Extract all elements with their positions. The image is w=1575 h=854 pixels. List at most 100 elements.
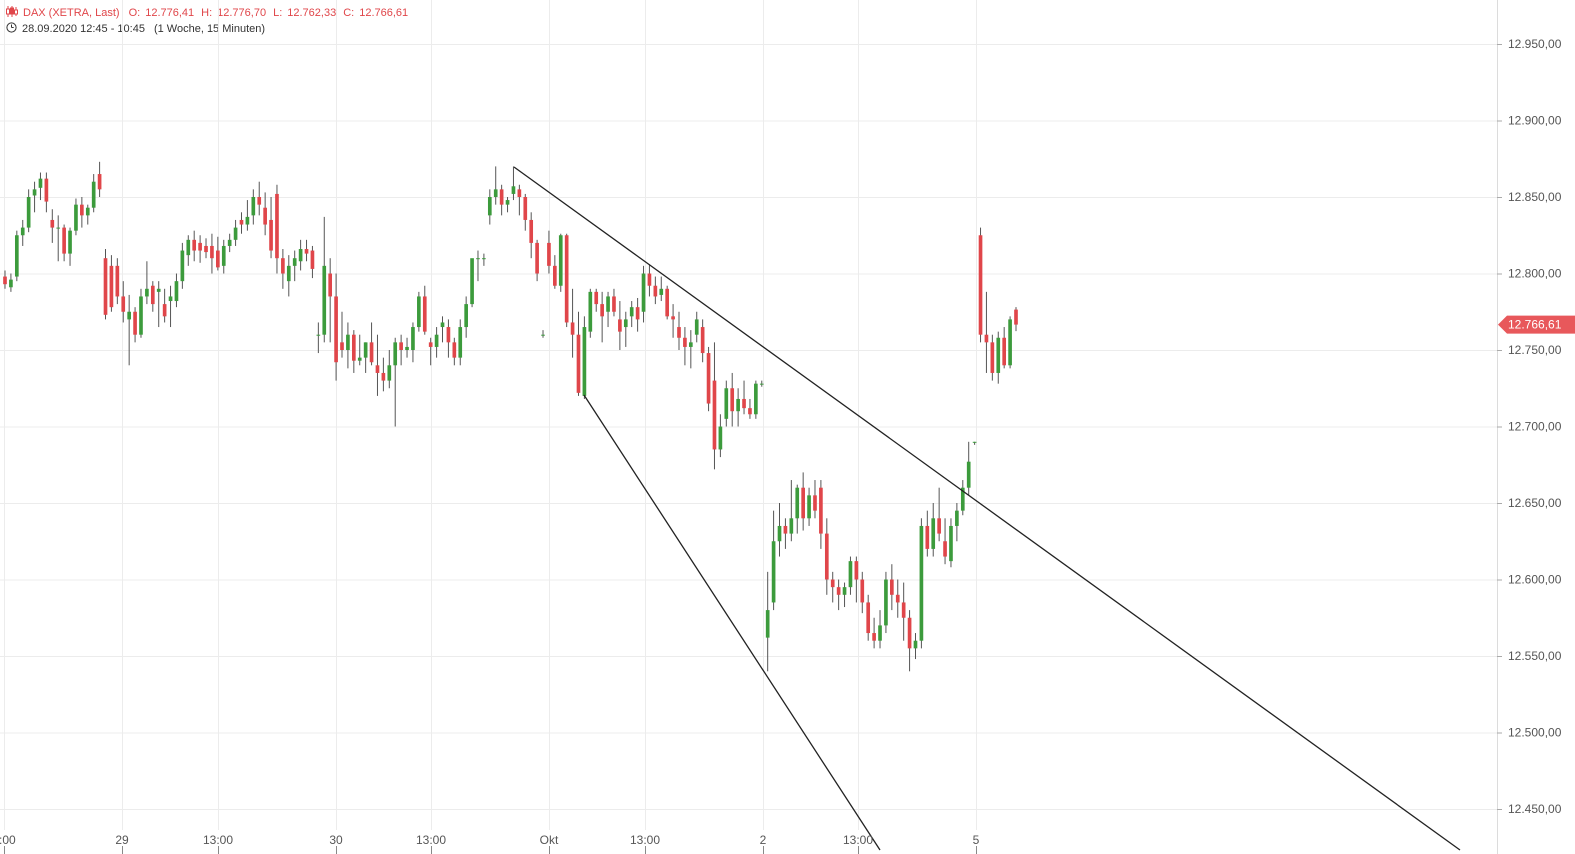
candle-body [210,245,214,259]
y-tick-label: 12.650,00 [1508,496,1562,510]
candle [759,380,764,387]
candle [824,518,829,595]
low-value: 12.762,33 [287,7,337,19]
candle [286,255,291,297]
candle [688,330,693,369]
candle-body [68,230,72,254]
candle [505,197,510,213]
candle [801,472,805,531]
candle-body [162,304,167,317]
candle-body [62,227,66,254]
candle [458,319,463,366]
candle-body [20,227,25,236]
candle [304,239,309,262]
candle-body [553,265,557,286]
candle-body [730,388,735,412]
candle-body [375,365,380,373]
y-tick-label: 12.700,00 [1508,420,1562,434]
candle [32,181,37,213]
candle [819,480,823,549]
candle-body [227,239,232,246]
candle-body [659,288,664,295]
candle-body [842,587,847,595]
candle [996,331,1001,384]
candle-body [304,249,309,254]
candle [3,270,7,289]
candle [612,288,616,317]
x-tick-label: 13:00 [203,833,233,847]
candle-body [298,249,303,262]
candle-body [32,189,37,196]
trendlines [513,166,1461,851]
price-axis: 12.950,00 12.900,00 12.850,00 12.800,00 12.7… [1497,37,1562,816]
candle [44,172,49,213]
candle [499,184,504,216]
candle-body [706,353,711,404]
candle-body [884,579,888,626]
candle [984,291,989,373]
candle [20,219,25,246]
candle [334,273,338,381]
close-value: 12.766,61 [359,7,409,19]
candle [943,518,947,565]
candle-body [322,265,327,335]
candle-body [618,319,622,332]
candle-body [204,245,208,253]
candle-body [724,388,729,419]
candle-body [629,307,634,317]
candle-body [109,265,114,308]
candle [192,230,197,262]
candle [754,380,758,419]
candle [570,288,575,358]
candle-body [50,219,55,228]
candle [919,518,924,649]
candle-body [440,322,445,328]
candle-body [931,518,936,549]
candle [369,322,374,366]
x-tick-label: 30 [329,833,343,847]
candle-body [346,334,350,350]
candle [884,571,888,634]
candle [866,594,871,641]
candle-body [588,291,593,332]
close-label: C: [343,7,355,19]
candle-body [74,204,78,231]
candle [121,281,126,323]
candle [269,197,273,259]
candle-body [411,327,415,350]
candle-body [334,296,338,363]
candle [576,311,581,396]
candle [990,334,995,381]
y-tick-label: 12.500,00 [1508,726,1562,740]
candle [411,322,415,363]
candle-body [180,250,185,282]
candle-body [399,342,403,350]
candle [535,239,539,282]
candle-body [807,495,811,519]
candlestick-icon [6,6,18,20]
candle-body [434,334,439,347]
candle [700,319,705,363]
instrument-name: DAX (XETRA, Last) [23,7,120,19]
candle-body [139,296,143,335]
candle [623,311,628,347]
candle [239,212,244,234]
candle [62,224,66,262]
candle-body [186,239,191,256]
candle-body [482,258,486,260]
candle-body [38,178,43,188]
candle [523,193,528,231]
y-tick-label: 12.800,00 [1508,267,1562,281]
candle-body [570,322,575,335]
candle [482,253,486,266]
candle [949,518,953,568]
candle [452,337,457,366]
candle-body [310,250,315,269]
candle [292,250,297,282]
candle [955,503,959,542]
period-text: (1 Woche, 15 Minuten) [153,23,266,35]
candle [736,388,740,427]
candle [872,617,876,649]
candle-body [535,242,539,274]
